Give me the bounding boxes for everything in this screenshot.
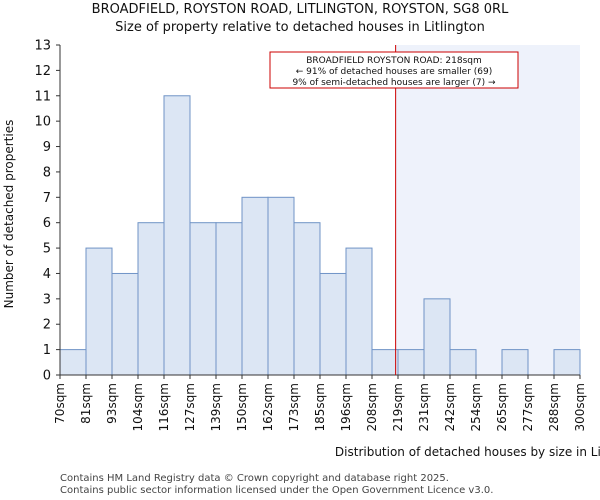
annotation-line-2: ← 91% of detached houses are smaller (69… <box>296 67 493 77</box>
histogram-bar <box>267 196 295 376</box>
histogram-bar <box>319 272 347 376</box>
x-tick-label: 173sqm <box>287 383 301 431</box>
y-tick-label: 1 <box>43 343 51 358</box>
x-tick-label: 185sqm <box>313 383 327 431</box>
x-axis-label: Distribution of detached houses by size … <box>335 445 600 459</box>
x-tick-label: 277sqm <box>521 383 535 431</box>
chart-title: BROADFIELD, ROYSTON ROAD, LITLINGTON, RO… <box>91 2 509 17</box>
x-tick-label: 196sqm <box>339 383 353 431</box>
x-tick-label: 127sqm <box>183 383 197 431</box>
x-tick-label: 254sqm <box>469 383 483 431</box>
histogram-bar <box>215 222 243 376</box>
x-tick-label: 300sqm <box>573 383 587 431</box>
y-tick-label: 6 <box>43 216 51 231</box>
histogram-bar <box>449 349 477 376</box>
y-tick-label: 13 <box>34 39 51 54</box>
x-tick-label: 150sqm <box>235 383 249 431</box>
histogram-bar <box>163 95 191 376</box>
y-tick-label: 5 <box>43 242 51 257</box>
histogram-bar <box>85 247 113 376</box>
annotation-line-1: BROADFIELD ROYSTON ROAD: 218sqm <box>306 56 482 66</box>
histogram-bar <box>59 349 87 376</box>
y-tick-label: 11 <box>34 89 51 104</box>
x-tick-label: 70sqm <box>53 383 67 424</box>
y-tick-label: 12 <box>34 64 51 79</box>
x-tick-label: 162sqm <box>261 383 275 431</box>
y-tick-label: 7 <box>43 191 51 206</box>
histogram-bar <box>553 349 581 376</box>
x-tick-label: 231sqm <box>417 383 431 431</box>
histogram-bar <box>423 298 451 376</box>
larger-region-shade <box>395 45 580 375</box>
histogram-bar <box>189 222 217 376</box>
histogram-bar <box>137 222 165 376</box>
histogram-bar <box>397 349 425 376</box>
y-tick-label: 10 <box>34 115 51 130</box>
x-tick-label: 288sqm <box>547 383 561 431</box>
y-tick-label: 0 <box>43 369 51 384</box>
x-tick-label: 93sqm <box>105 383 119 424</box>
y-axis-label: Number of detached properties <box>2 120 16 309</box>
footer-licence: Contains public sector information licen… <box>60 485 494 496</box>
x-tick-label: 81sqm <box>79 383 93 424</box>
chart-subtitle: Size of property relative to detached ho… <box>115 20 485 35</box>
x-tick-label: 116sqm <box>157 383 171 431</box>
y-tick-label: 2 <box>43 318 51 333</box>
annotation-box <box>269 51 519 89</box>
histogram-bar <box>293 222 321 376</box>
histogram-bar <box>501 349 529 376</box>
histogram-bar <box>371 349 399 376</box>
x-tick-label: 208sqm <box>365 383 379 431</box>
histogram-bar <box>241 196 269 376</box>
x-tick-label: 104sqm <box>131 383 145 431</box>
y-tick-label: 4 <box>43 267 51 282</box>
x-tick-label: 219sqm <box>391 383 405 431</box>
histogram-bar <box>345 247 373 376</box>
footer-copyright: Contains HM Land Registry data © Crown c… <box>60 473 449 484</box>
histogram-bar <box>111 272 139 376</box>
y-tick-label: 3 <box>43 292 51 307</box>
y-tick-label: 9 <box>43 140 51 155</box>
x-tick-label: 265sqm <box>495 383 509 431</box>
x-tick-label: 139sqm <box>209 383 223 431</box>
x-tick-label: 242sqm <box>443 383 457 431</box>
y-tick-label: 8 <box>43 165 51 180</box>
annotation-line-3: 9% of semi-detached houses are larger (7… <box>292 78 496 88</box>
